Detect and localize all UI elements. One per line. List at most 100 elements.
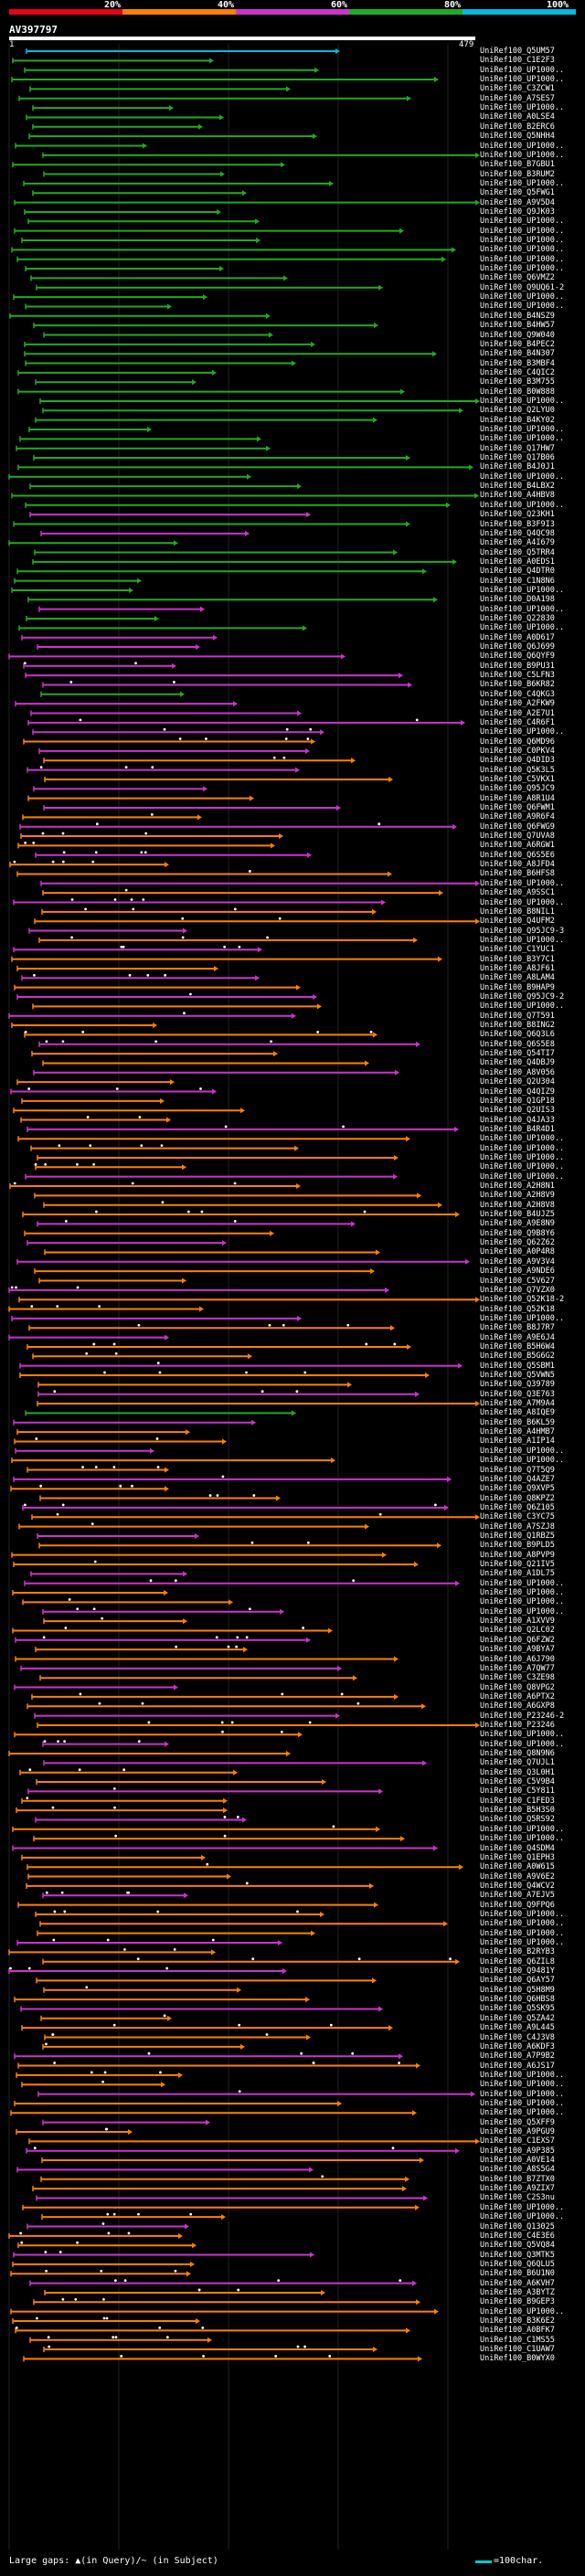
hit-label[interactable]: UniRef100_C5Y811 [480,1786,555,1797]
hit-label[interactable]: UniRef100_C1MS55 [480,2335,555,2345]
hit-label[interactable]: UniRef100_Q2LC02 [480,1626,555,1636]
hit-label[interactable]: UniRef100_Q5TRR4 [480,547,555,557]
hit-label[interactable]: UniRef100_Q9FPQ6 [480,1900,555,1910]
hit-label[interactable]: UniRef100_UP1000.. [480,897,565,907]
hit-label[interactable]: UniRef100_B5H3S0 [480,1806,555,1816]
hit-label[interactable]: UniRef100_B6KR82 [480,680,555,690]
hit-label[interactable]: UniRef100_A7SES7 [480,93,555,103]
hit-label[interactable]: UniRef100_A4HBV8 [480,491,555,501]
hit-label[interactable]: UniRef100_A8PVP9 [480,1550,555,1560]
hit-label[interactable]: UniRef100_A9E6J4 [480,1332,555,1342]
hit-label[interactable]: UniRef100_Q5SK95 [480,2004,555,2014]
hit-label[interactable]: UniRef100_A2E7U1 [480,708,555,718]
hit-label[interactable]: UniRef100_Q8VPG2 [480,1682,555,1692]
hit-label[interactable]: UniRef100_UP1000.. [480,472,565,482]
hit-label[interactable]: UniRef100_C4J3V8 [480,2032,555,2042]
hit-label[interactable]: UniRef100_UP1000.. [480,1578,565,1588]
hit-label[interactable]: UniRef100_A4HMB7 [480,1427,555,1437]
hit-label[interactable]: UniRef100_UP1000.. [480,1134,565,1144]
hit-label[interactable]: UniRef100_Q5XFF9 [480,2117,555,2127]
hit-label[interactable]: UniRef100_UP1000.. [480,727,565,737]
hit-label[interactable]: UniRef100_Q21IV5 [480,1560,555,1569]
hit-label[interactable]: UniRef100_A0LSE4 [480,112,555,122]
hit-label[interactable]: UniRef100_A9L445 [480,2023,555,2033]
hit-label[interactable]: UniRef100_C1EXS7 [480,2136,555,2147]
hit-label[interactable]: UniRef100_UP1000.. [480,2080,565,2090]
hit-label[interactable]: UniRef100_A9V5D4 [480,197,555,207]
hit-label[interactable]: UniRef100_A0D617 [480,632,555,642]
hit-label[interactable]: UniRef100_B4LBX2 [480,482,555,492]
hit-label[interactable]: UniRef100_UP1000.. [480,1171,565,1182]
hit-label[interactable]: UniRef100_A7QW77 [480,1663,555,1673]
hit-label[interactable]: UniRef100_Q1EPH3 [480,1852,555,1862]
hit-label[interactable]: UniRef100_A2H8V8 [480,1200,555,1210]
hit-label[interactable]: UniRef100_B8J7R7 [480,1323,555,1333]
hit-label[interactable]: UniRef100_Q6MD96 [480,737,555,747]
hit-label[interactable]: UniRef100_Q95JC9-3 [480,926,565,936]
hit-label[interactable]: UniRef100_A9BYA7 [480,1645,555,1655]
hit-label[interactable]: UniRef100_Q6FWG9 [480,822,555,832]
hit-label[interactable]: UniRef100_Q4DTR0 [480,567,555,577]
hit-label[interactable]: UniRef100_A6KVH7 [480,2278,555,2288]
hit-label[interactable]: UniRef100_B9PU31 [480,661,555,671]
hit-label[interactable]: UniRef100_Q23KH1 [480,510,555,520]
hit-label[interactable]: UniRef100_UP1000.. [480,217,565,227]
hit-label[interactable]: UniRef100_UP1000.. [480,1002,565,1012]
hit-label[interactable]: UniRef100_Q5H8M9 [480,1985,555,1995]
hit-label[interactable]: UniRef100_A6KDF3 [480,2041,555,2051]
hit-label[interactable]: UniRef100_UP1000.. [480,264,565,274]
hit-label[interactable]: UniRef100_Q8N9N6 [480,1749,555,1758]
hit-label[interactable]: UniRef100_A8V056 [480,1067,555,1077]
hit-label[interactable]: UniRef100_A9NDE6 [480,1267,555,1277]
hit-label[interactable]: UniRef100_UP1000.. [480,1588,565,1598]
hit-label[interactable]: UniRef100_Q5ZA42 [480,2013,555,2023]
hit-label[interactable]: UniRef100_Q6FWM1 [480,803,555,812]
hit-label[interactable]: UniRef100_Q22830 [480,614,555,623]
hit-label[interactable]: UniRef100_P23246 [480,1720,555,1730]
hit-label[interactable]: UniRef100_UP1000.. [480,1597,565,1607]
hit-label[interactable]: UniRef100_Q3MTK5 [480,2250,555,2260]
hit-label[interactable]: UniRef100_B4UJZ5 [480,1210,555,1220]
hit-label[interactable]: UniRef100_B8NIL1 [480,906,555,917]
hit-label[interactable]: UniRef100_Q52K18 [480,1304,555,1314]
hit-label[interactable]: UniRef100_B4KY02 [480,415,555,425]
hit-label[interactable]: UniRef100_UP1000.. [480,2070,565,2080]
hit-label[interactable]: UniRef100_Q39789 [480,1380,555,1390]
hit-label[interactable]: UniRef100_UP1000.. [480,1938,565,1947]
hit-label[interactable]: UniRef100_Q4UFM2 [480,917,555,927]
hit-label[interactable]: UniRef100_A7EJV5 [480,1891,555,1901]
hit-label[interactable]: UniRef100_UP1000.. [480,150,565,160]
hit-label[interactable]: UniRef100_B4HW57 [480,321,555,331]
hit-label[interactable]: UniRef100_UP1000.. [480,623,565,633]
hit-label[interactable]: UniRef100_A2H8N1 [480,1182,555,1191]
hit-label[interactable]: UniRef100_B5G6G2 [480,1352,555,1362]
hit-label[interactable]: UniRef100_Q4QIZ9 [480,1087,555,1097]
hit-label[interactable]: UniRef100_Q7T591 [480,1011,555,1021]
hit-label[interactable]: UniRef100_B9GEP3 [480,2297,555,2307]
hit-label[interactable]: UniRef100_A9SSC1 [480,888,555,898]
hit-label[interactable]: UniRef100_UP1000.. [480,500,565,510]
hit-label[interactable]: UniRef100_Q4DBJ9 [480,1058,555,1068]
hit-label[interactable]: UniRef100_B6KL59 [480,1417,555,1427]
hit-label[interactable]: UniRef100_UP1000.. [480,226,565,236]
hit-label[interactable]: UniRef100_Q5RS92 [480,1815,555,1825]
hit-label[interactable]: UniRef100_Q1RBZ5 [480,1531,555,1541]
hit-label[interactable]: UniRef100_UP1000.. [480,1446,565,1456]
hit-label[interactable]: UniRef100_A9V3V4 [480,1256,555,1267]
hit-label[interactable]: UniRef100_UP1000.. [480,292,565,302]
hit-label[interactable]: UniRef100_A6RGW1 [480,841,555,851]
hit-label[interactable]: UniRef100_UP1000.. [480,103,565,113]
hit-label[interactable]: UniRef100_A8S5G4 [480,2165,555,2175]
hit-label[interactable]: UniRef100_Q2LYU0 [480,406,555,416]
hit-label[interactable]: UniRef100_C4E3E6 [480,2231,555,2241]
hit-label[interactable]: UniRef100_Q4WCV2 [480,1881,555,1891]
hit-label[interactable]: UniRef100_C3YC75 [480,1512,555,1522]
hit-label[interactable]: UniRef100_Q2UIS3 [480,1106,555,1116]
hit-label[interactable]: UniRef100_B4N307 [480,349,555,359]
hit-label[interactable]: UniRef100_Q7UJL1 [480,1758,555,1768]
hit-label[interactable]: UniRef100_C1E2F3 [480,56,555,66]
hit-label[interactable]: UniRef100_A0W615 [480,1862,555,1872]
hit-label[interactable]: UniRef100_C1N8N6 [480,576,555,586]
hit-label[interactable]: UniRef100_Q3L0H1 [480,1767,555,1777]
hit-label[interactable]: UniRef100_A0BFK7 [480,2326,555,2336]
